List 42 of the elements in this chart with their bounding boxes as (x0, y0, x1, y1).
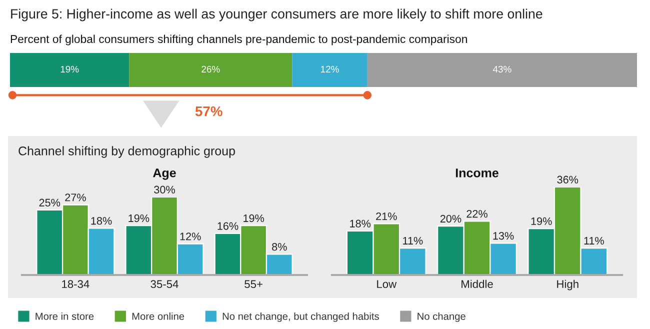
data-label: 16% (218, 222, 238, 230)
legend-label: No net change, but changed habits (222, 312, 379, 322)
chart-title: Income (456, 168, 498, 178)
data-label: 25% (39, 198, 60, 206)
legend-label: More online (132, 312, 184, 320)
data-label: 30% (154, 186, 175, 194)
chart-title: Age (153, 168, 176, 180)
x-tick-label: 55+ (244, 280, 262, 288)
x-tick-label: High (557, 280, 578, 290)
data-label: 19% (244, 214, 264, 222)
chart-title: Figure 5: Higher-income as well as younger consumers are more likely to shift more online (11, 8, 542, 22)
data-label: 11% (584, 236, 604, 245)
text: 57% (195, 106, 222, 116)
data-label: 43% (492, 66, 512, 73)
data-label: 19% (60, 66, 79, 73)
legend-label: More in store (36, 312, 94, 320)
data-label: 8% (272, 243, 287, 251)
data-label: 19% (531, 217, 552, 226)
data-label: 18% (91, 217, 112, 225)
bar (129, 53, 292, 87)
data-label: 11% (403, 236, 423, 245)
legend-label: No change (418, 312, 466, 322)
bar (10, 53, 130, 87)
data-label: 21% (376, 212, 397, 220)
x-tick-label: 18-34 (62, 280, 90, 288)
data-label: 13% (493, 232, 514, 240)
data-label: 22% (466, 210, 488, 218)
data-label: 12% (180, 232, 201, 240)
x-tick-label: 35-54 (150, 280, 178, 288)
bar (292, 53, 368, 87)
data-label: 20% (440, 214, 462, 223)
data-label: 36% (557, 176, 578, 184)
data-label: 12% (321, 66, 339, 72)
chart-subtitle: Percent of global consumers shifting channels pre-pandemic to post-pandemic comparison (10, 34, 467, 46)
data-label: 18% (350, 220, 371, 228)
x-tick-label: Middle (462, 280, 493, 288)
x-tick-label: Low (377, 280, 397, 288)
data-label: 19% (128, 214, 150, 222)
data-label: 27% (65, 194, 86, 202)
chart-subtitle: Channel shifting by demographic group (18, 146, 235, 158)
bar (367, 53, 637, 87)
data-label: 26% (202, 66, 220, 73)
